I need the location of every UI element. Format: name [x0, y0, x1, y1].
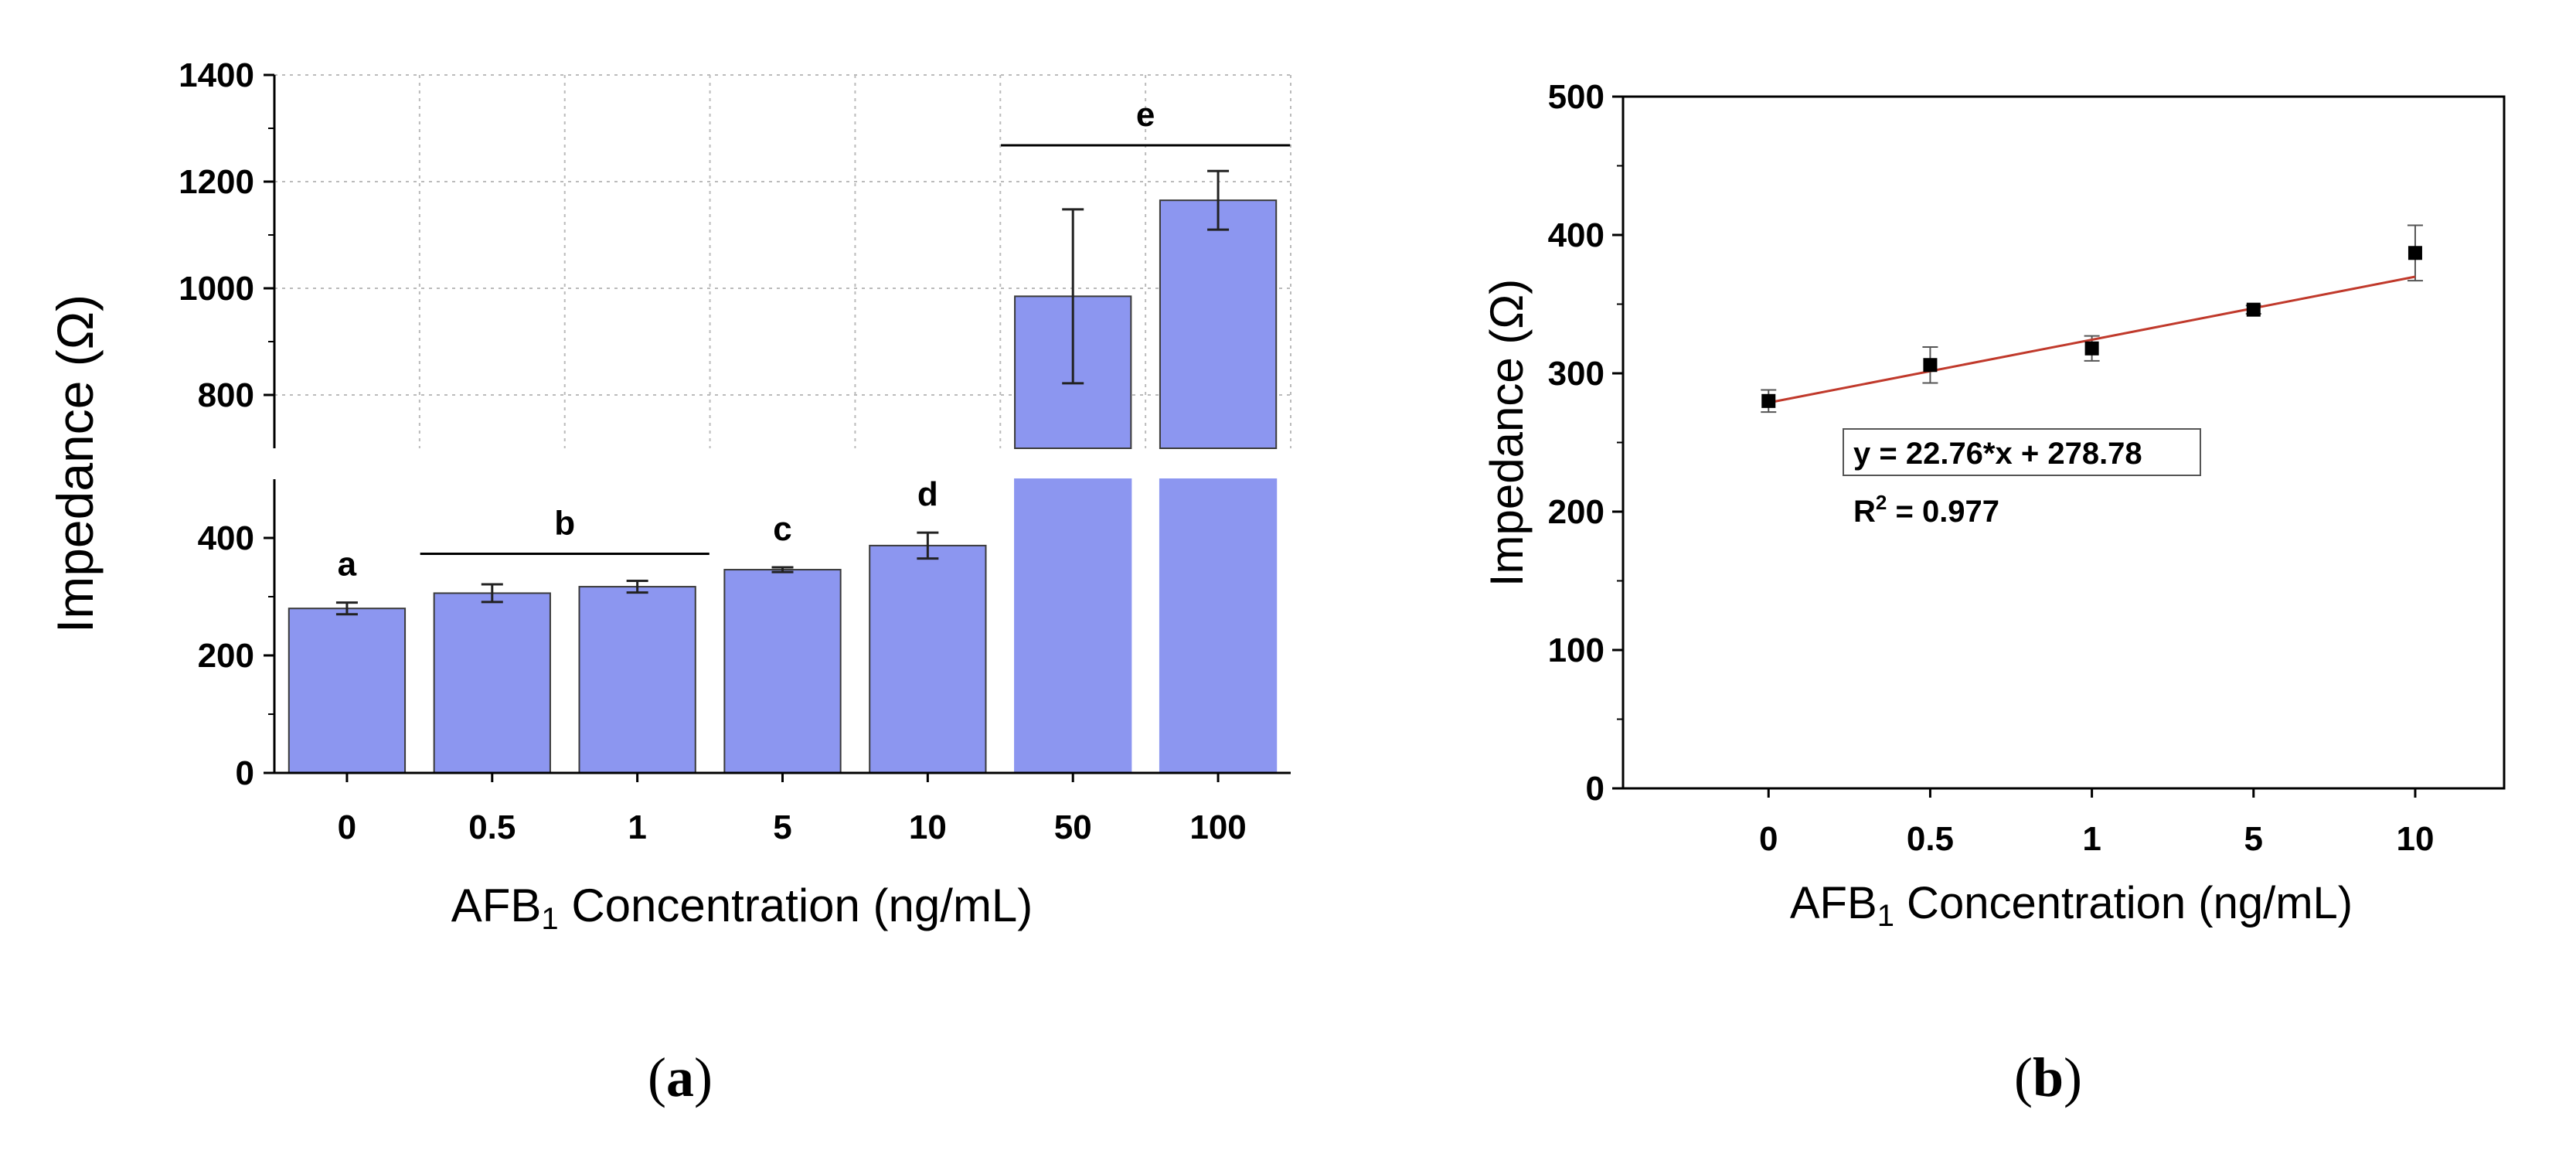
panel-label-b: (b)	[2014, 1047, 2082, 1108]
significance-letter: b	[554, 504, 575, 542]
x-axis-title-subscript: 1	[541, 902, 558, 936]
bar-chart-panel: 0 200 400 800 1000 1200 1400 0 0.5 1 5 10 50 100 a b c…	[46, 56, 1291, 1108]
fit-line	[1768, 275, 2416, 404]
x-tick-label: 1	[628, 808, 646, 846]
x-tick-label: 10	[2396, 820, 2434, 858]
x-tick-label: 0.5	[468, 808, 516, 846]
data-point	[2246, 302, 2261, 317]
x-tick-labels: 0 0.5 1 5 10	[1759, 820, 2434, 858]
y-tick-label: 400	[198, 519, 254, 557]
gridlines	[274, 74, 1291, 448]
y-tick-label: 1400	[179, 56, 254, 94]
y-tick-label: 500	[1548, 78, 1604, 116]
y-tick-label: 1000	[179, 270, 254, 308]
y-axis-title: Impedance (Ω)	[1481, 279, 1533, 587]
significance-letter: a	[338, 546, 357, 584]
x-axis-title-prefix: AFB	[451, 880, 542, 931]
x-tick-label: 0	[1759, 820, 1778, 858]
x-tick-label: 100	[1189, 808, 1246, 846]
bar	[869, 544, 987, 774]
significance-letter: e	[1136, 96, 1155, 134]
bar	[723, 569, 842, 774]
y-tick-label: 0	[236, 754, 254, 792]
y-tick-label: 400	[1548, 216, 1604, 254]
bar-lower-segment	[1014, 478, 1132, 774]
bar	[578, 586, 696, 774]
x-tick-label: 10	[909, 808, 947, 846]
y-tick-label: 1200	[179, 163, 254, 201]
x-axis-title-suffix: Concentration (ng/mL)	[559, 880, 1033, 931]
y-tick-label: 200	[1548, 493, 1604, 531]
x-tick-label: 1	[2082, 820, 2101, 858]
bar	[288, 608, 407, 774]
data-point	[2408, 246, 2422, 260]
bar	[433, 592, 551, 774]
x-tick-label: 0.5	[1907, 820, 1954, 858]
x-tick-label: 5	[773, 808, 791, 846]
data-points	[1761, 246, 2422, 408]
panel-label-a: (a)	[648, 1047, 713, 1108]
y-axis-title: Impedance (Ω)	[46, 294, 104, 633]
significance-annotations: a b c d e	[338, 96, 1291, 584]
y-tick-label: 300	[1548, 355, 1604, 393]
significance-letter: c	[773, 510, 791, 548]
regression-line	[1768, 275, 2416, 404]
x-tick-label: 5	[2244, 820, 2263, 858]
y-tick-labels: 0 100 200 300 400 500	[1548, 78, 1604, 808]
x-tick-label: 50	[1054, 808, 1092, 846]
y-tick-labels: 0 200 400 800 1000 1200 1400	[179, 56, 254, 792]
y-tick-label: 200	[198, 637, 254, 675]
fit-equation: y = 22.76*x + 278.78	[1853, 437, 2142, 471]
axes	[264, 73, 1291, 782]
bar-lower-segment	[1159, 478, 1278, 774]
x-axis-title-suffix: Concentration (ng/mL)	[1894, 878, 2353, 928]
x-axis-title: AFB1 Concentration (ng/mL)	[1790, 878, 2353, 933]
r-squared: R2 = 0.977	[1853, 491, 1999, 529]
y-tick-label: 0	[1586, 770, 1604, 808]
y-tick-label: 800	[198, 376, 254, 414]
data-point	[1761, 393, 1776, 408]
axes	[1612, 95, 2506, 798]
x-tick-labels: 0 0.5 1 5 10 50 100	[338, 808, 1247, 846]
equation-box	[1843, 428, 2201, 476]
data-point	[1923, 358, 1938, 373]
data-point	[2084, 341, 2099, 356]
bars	[288, 199, 1278, 774]
y-tick-label: 100	[1548, 631, 1604, 669]
x-axis-title-prefix: AFB	[1790, 878, 1877, 928]
bar-upper-segment	[1159, 199, 1278, 449]
x-axis-title-subscript: 1	[1877, 899, 1894, 933]
significance-letter: d	[917, 475, 938, 513]
x-axis-title: AFB1 Concentration (ng/mL)	[451, 880, 1033, 936]
x-tick-label: 0	[338, 808, 356, 846]
error-bars	[335, 169, 1230, 616]
